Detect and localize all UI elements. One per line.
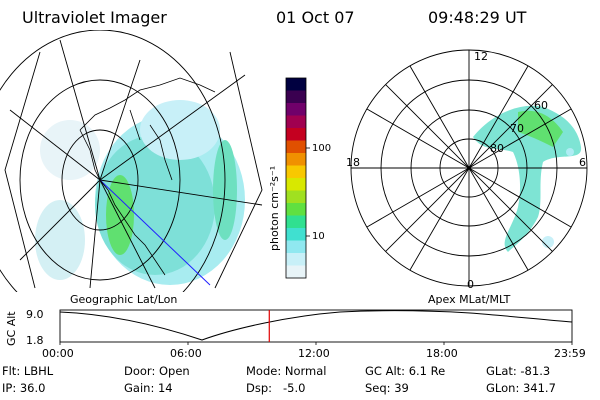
- colorbar-unit-label: photon cm⁻²s⁻¹: [268, 166, 281, 251]
- glat-info: GLat: -81.3: [486, 364, 551, 378]
- geographic-image: [0, 30, 263, 292]
- polar-grid: [350, 49, 588, 287]
- mlt-label-12: 12: [474, 50, 488, 63]
- glon-info: GLon: 341.7: [486, 381, 556, 395]
- geographic-emission: [35, 100, 245, 285]
- mlt-label-6: 6: [579, 156, 586, 169]
- colorbar: 100 10 photon cm⁻²s⁻¹: [268, 77, 331, 279]
- polar-image: 12 18 6 0 60 70 80: [346, 49, 588, 291]
- colorbar-tick-10: 10: [312, 231, 325, 242]
- colorbar-band: [286, 103, 306, 116]
- observation-time: 09:48:29 UT: [428, 8, 527, 27]
- seq-info: Seq: 39: [365, 381, 409, 395]
- coastline: [79, 77, 216, 276]
- mlat-label-80: 80: [490, 142, 504, 155]
- colorbar-band: [286, 240, 306, 254]
- geographic-panel-label: Geographic Lat/Lon: [70, 293, 178, 306]
- apex-panel-label: Apex MLat/MLT: [428, 293, 511, 306]
- info-row-1: Flt: LBHL Door: Open Mode: Normal GC Alt…: [0, 364, 600, 380]
- y-axis-label: GC Alt: [5, 311, 18, 346]
- colorbar-band: [286, 128, 306, 141]
- y-tick-high: 9.0: [26, 308, 44, 321]
- mlat-label-70: 70: [510, 122, 524, 135]
- colorbar-band: [286, 253, 306, 266]
- colorbar-band: [286, 215, 306, 229]
- instrument-title: Ultraviolet Imager: [22, 8, 167, 27]
- colorbar-band: [286, 90, 306, 104]
- terminator-line: [99, 179, 211, 286]
- x-tick-0600: 06:00: [170, 347, 202, 360]
- colorbar-band: [286, 115, 306, 129]
- colorbar-band: [286, 190, 306, 204]
- dsp-info: Dsp: -5.0: [246, 381, 306, 395]
- x-tick-0000: 00:00: [42, 347, 74, 360]
- altitude-curve: [59, 310, 573, 341]
- colorbar-scale: [286, 78, 306, 279]
- x-tick-2359: 23:59: [554, 347, 586, 360]
- x-tick-1800: 18:00: [426, 347, 458, 360]
- x-tick-1200: 12:00: [298, 347, 330, 360]
- gain-info: Gain: 14: [124, 381, 173, 395]
- door-info: Door: Open: [124, 364, 190, 378]
- observation-date: 01 Oct 07: [276, 8, 355, 27]
- colorbar-band: [286, 178, 306, 191]
- colorbar-band: [286, 140, 306, 154]
- altitude-timeline: 9.0 1.8 GC Alt 00:00 06:00 12:00 18:00 2…: [5, 308, 586, 360]
- gc-alt-info: GC Alt: 6.1 Re: [365, 364, 446, 378]
- colorbar-tick-100: 100: [312, 143, 331, 154]
- y-tick-low: 1.8: [26, 334, 44, 347]
- mode-info: Mode: Normal: [246, 364, 327, 378]
- colorbar-band: [286, 228, 306, 241]
- colorbar-band: [286, 78, 306, 91]
- colorbar-band: [286, 203, 306, 216]
- polar-emission: [473, 105, 582, 252]
- colorbar-band: [286, 265, 306, 279]
- mlt-label-18: 18: [346, 156, 360, 169]
- mlat-label-60: 60: [534, 99, 548, 112]
- mlt-label-0: 0: [467, 278, 474, 291]
- colorbar-band: [286, 165, 306, 179]
- geographic-grid: [0, 30, 263, 292]
- colorbar-frame: [285, 77, 307, 279]
- info-row-2: IP: 36.0 Gain: 14 Dsp: -5.0 Seq: 39 GLon…: [0, 381, 600, 397]
- filter-info: Flt: LBHL: [2, 364, 54, 378]
- ip-info: IP: 36.0: [2, 381, 46, 395]
- colorbar-band: [286, 153, 306, 166]
